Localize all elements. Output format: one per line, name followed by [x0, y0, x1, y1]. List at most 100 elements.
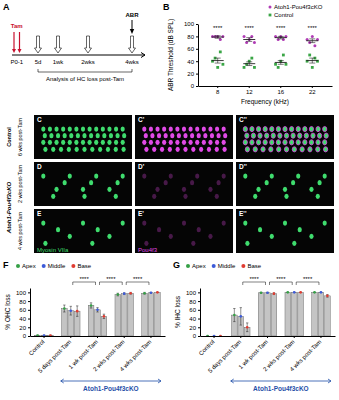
hair-cell: [94, 173, 98, 178]
bar-point: [96, 309, 99, 312]
y-tick-label: 60: [19, 307, 26, 313]
bar-point: [320, 291, 323, 294]
hair-cell: [164, 180, 168, 185]
data-point: [282, 54, 285, 57]
panel-a: ATamP0-15d1wk2wks4wksABRAnalysis of HC l…: [3, 2, 145, 82]
bar: [211, 336, 217, 337]
hair-cell: [243, 220, 247, 225]
y-tick-mark: [198, 327, 200, 328]
y-tick-label: 100: [186, 290, 197, 296]
significance-label: ****: [249, 276, 259, 282]
hair-cell: [96, 227, 100, 232]
hair-cell: [152, 194, 156, 199]
y-tick-label: 20: [19, 325, 26, 331]
hair-cell: [149, 126, 153, 131]
significance-label: ****: [308, 25, 318, 31]
x-tick: Control: [198, 336, 216, 357]
error-bar: [117, 293, 119, 296]
x-axis-title: Frequency (kHz): [241, 98, 289, 106]
micrograph: [236, 209, 334, 253]
stain-label: Pou4f3: [138, 247, 158, 253]
y-tick-mark: [28, 301, 30, 302]
bar-point: [326, 295, 329, 298]
error-bar: [260, 292, 262, 294]
y-tick-label: 0: [23, 333, 27, 339]
hair-cell: [107, 126, 111, 131]
hair-cell: [189, 140, 193, 145]
hair-cell: [222, 173, 226, 178]
x-tick-mark: [320, 336, 321, 338]
tam-arrow: [19, 32, 20, 50]
hair-cell: [107, 234, 111, 239]
hair-cell: [215, 140, 219, 145]
y-tick-mark: [196, 74, 198, 75]
y-tick: 20: [189, 325, 200, 331]
timeline: [12, 55, 145, 56]
bar: [205, 336, 211, 337]
y-tick-label: 40: [19, 316, 26, 322]
timeline-label: 1wk: [53, 59, 65, 65]
panel-letter: D: [37, 163, 42, 170]
x-tick-mark: [44, 336, 45, 338]
hair-cell: [202, 126, 206, 131]
micrograph: [135, 162, 233, 206]
y-tick-mark: [28, 319, 30, 320]
hair-cell: [69, 133, 73, 138]
hair-cell: [265, 180, 269, 185]
hair-cell: [323, 147, 327, 152]
error-bar: [49, 335, 51, 336]
panel-letter: D'': [239, 163, 247, 170]
hair-cell: [107, 187, 111, 192]
y-tick-label: 100: [184, 21, 195, 27]
hair-cell: [245, 133, 249, 138]
hair-cell: [300, 147, 304, 152]
hair-cell: [54, 187, 58, 192]
bar-point: [213, 335, 216, 336]
data-point: [282, 38, 285, 41]
hair-cell: [270, 173, 274, 178]
bar: [41, 335, 47, 336]
x-tick: 4 wks post-Tam: [119, 336, 153, 372]
panel-letter: A: [3, 2, 10, 12]
bar-point: [129, 292, 132, 295]
hair-cell: [203, 133, 207, 138]
error-bar: [313, 292, 315, 293]
hair-cell: [177, 133, 181, 138]
hair-cell: [190, 133, 194, 138]
y-tick-label: 80: [189, 299, 196, 305]
hair-cell: [197, 133, 201, 138]
x-tick: 8: [216, 86, 220, 95]
hair-cell: [243, 126, 247, 131]
hair-cell: [90, 241, 94, 246]
bar-point: [246, 326, 249, 329]
x-tick-label: 8: [216, 89, 220, 95]
panel-1: F020406080100Control5 days post-Tam1 wk …: [3, 260, 166, 392]
legend-marker: [269, 14, 272, 17]
hair-cell: [270, 140, 274, 145]
x-tick-mark: [294, 336, 295, 338]
micrograph: [34, 162, 132, 206]
hair-cell: [81, 140, 85, 145]
hair-cell: [304, 133, 308, 138]
error-bar: [156, 292, 158, 293]
y-tick: 60: [19, 307, 30, 313]
hair-cell: [323, 220, 327, 225]
hair-cell: [270, 234, 274, 239]
y-tick-mark: [196, 36, 198, 37]
panel-letter: E: [37, 210, 42, 217]
timeline-caption: Analysis of HC loss post-Tam: [46, 76, 124, 82]
hair-cell: [323, 173, 327, 178]
micrograph: [34, 209, 132, 253]
bar: [318, 292, 324, 336]
hair-cell: [303, 126, 307, 131]
error-bar: [326, 295, 328, 298]
hair-cell: [277, 147, 281, 152]
hair-cell: [323, 126, 327, 131]
bar-point: [43, 334, 46, 336]
data-point: [243, 66, 246, 69]
legend-label: Middle: [218, 263, 236, 269]
x-axis-line: [199, 86, 333, 87]
hair-cell: [253, 194, 257, 199]
row-label: 6 wks post-Tam: [17, 117, 23, 156]
bar-point: [90, 304, 93, 307]
